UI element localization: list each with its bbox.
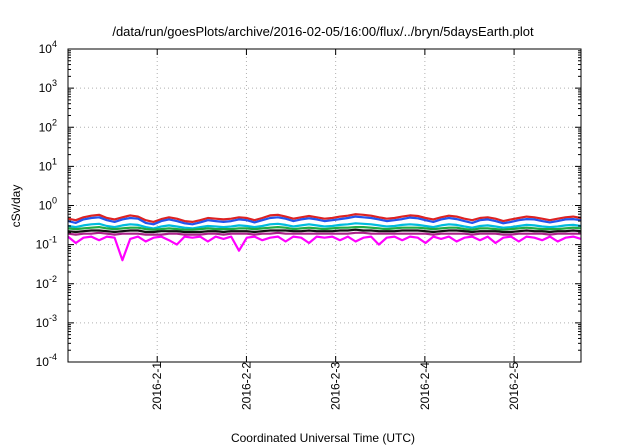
x-axis-label: Coordinated Universal Time (UTC)	[231, 431, 415, 445]
y-tick-label: 101	[39, 156, 57, 173]
chart-title: /data/run/goesPlots/archive/2016-02-05/1…	[112, 24, 534, 39]
y-tick-label: 103	[39, 78, 57, 95]
y-tick-label: 10-1	[36, 235, 57, 252]
series-line-1	[67, 213, 582, 223]
y-ticks: 10-4 10-3 10-2 10-1 100 101 102 103 104	[36, 39, 581, 369]
series-line-4	[67, 226, 582, 231]
y-tick-label: 10-2	[36, 274, 57, 291]
x-ticks: 2016-2-1 2016-2-2 2016-2-3 2016-2-4 2016-2-5	[150, 49, 521, 410]
series-group	[67, 213, 582, 262]
y-tick-label: 10-3	[36, 313, 57, 330]
series-line-7	[67, 235, 582, 262]
y-tick-label: 104	[39, 39, 57, 56]
x-tick-label: 2016-2-5	[507, 362, 521, 410]
x-tick-label: 2016-2-2	[239, 362, 253, 410]
x-tick-label: 2016-2-1	[150, 362, 164, 410]
grid	[68, 49, 581, 362]
series-line-2	[67, 215, 582, 226]
x-tick-label: 2016-2-4	[418, 362, 432, 410]
y-tick-label: 102	[39, 117, 57, 134]
y-tick-label: 100	[39, 196, 57, 213]
series-line-5	[67, 228, 582, 234]
y-axis-label: cSv/day	[9, 185, 23, 228]
series-line-6	[67, 231, 581, 236]
y-tick-label: 10-4	[36, 352, 57, 369]
x-tick-label: 2016-2-3	[329, 362, 343, 410]
series-line-3	[67, 222, 582, 230]
